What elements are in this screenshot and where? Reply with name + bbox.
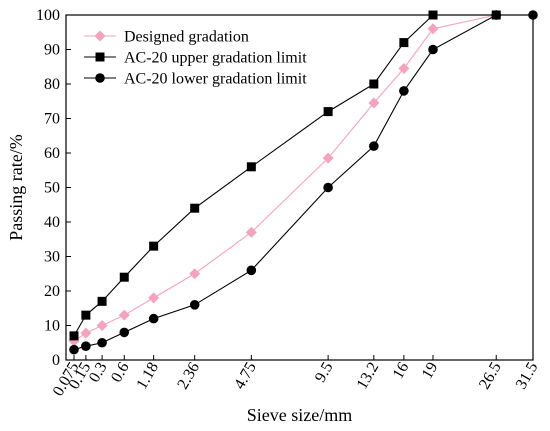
data-point: [245, 226, 257, 238]
legend-item: AC-20 lower gradation limit: [84, 71, 307, 88]
data-point: [96, 320, 108, 331]
y-tick-label: 10: [44, 318, 60, 335]
data-point: [81, 310, 91, 320]
y-tick-label: 70: [44, 111, 60, 128]
x-tick-label: 4.75: [231, 360, 260, 393]
data-point: [428, 44, 438, 55]
x-tick-label: 2.36: [174, 360, 203, 393]
x-tick-label: 13.2: [354, 360, 383, 393]
data-point: [322, 152, 334, 164]
x-tick-label: 1.18: [133, 360, 162, 393]
legend-item: Designed gradation: [84, 29, 249, 46]
legend-marker: [95, 52, 105, 62]
data-point: [368, 97, 380, 109]
data-point: [119, 327, 130, 338]
y-tick-label: 20: [44, 283, 60, 300]
x-tick-label: 16: [390, 360, 413, 382]
legend-label: AC-20 upper gradation limit: [124, 50, 307, 67]
data-point: [398, 62, 410, 74]
data-point: [246, 162, 256, 172]
x-tick-label: 26.5: [476, 360, 505, 393]
data-point: [399, 38, 409, 48]
y-tick-label: 80: [44, 76, 60, 93]
data-point: [427, 23, 439, 35]
y-tick-label: 100: [36, 7, 60, 24]
data-point: [369, 79, 379, 89]
data-point: [246, 265, 257, 276]
y-tick-label: 50: [44, 180, 60, 197]
y-tick-label: 90: [44, 42, 60, 59]
x-tick-label: 31.5: [513, 360, 542, 393]
x-tick-label: 0.6: [108, 360, 133, 386]
series-square: [69, 10, 501, 341]
x-tick-label: 9.5: [312, 360, 337, 386]
data-point: [69, 331, 79, 341]
y-tick-label: 30: [44, 249, 60, 266]
series-circle: [69, 10, 538, 355]
legend-item: AC-20 upper gradation limit: [84, 50, 307, 67]
data-point: [97, 296, 107, 306]
data-point: [118, 309, 130, 321]
data-point: [189, 300, 200, 310]
data-point: [323, 107, 333, 117]
legend-label: AC-20 lower gradation limit: [124, 71, 307, 88]
data-point: [80, 327, 92, 339]
data-point: [97, 337, 107, 348]
data-point: [190, 203, 200, 213]
data-point: [148, 313, 159, 324]
data-point: [119, 272, 129, 282]
series-layer: [68, 9, 538, 355]
x-tick-label: 0.3: [86, 360, 111, 386]
data-point: [399, 86, 409, 96]
y-axis-title: Passing rate/%: [6, 134, 26, 240]
y-tick-label: 60: [44, 145, 60, 162]
y-tick-label: 0: [52, 352, 60, 369]
series-diamond: [68, 9, 502, 347]
legend: Designed gradation AC-20 upper gradation …: [84, 29, 307, 88]
data-point: [148, 292, 160, 304]
data-point: [369, 141, 379, 151]
legend-label: Designed gradation: [124, 29, 249, 46]
y-tick-label: 40: [44, 214, 60, 231]
legend-marker: [95, 73, 105, 83]
data-point: [81, 341, 91, 352]
data-point: [323, 182, 333, 193]
x-axis-title: Sieve size/mm: [247, 405, 352, 425]
data-point: [149, 241, 159, 251]
x-tick-label: 19: [419, 360, 442, 382]
legend-marker: [94, 30, 106, 42]
y-axis-ticks: 0 10 20 30 40 50 60 70 80 90 100: [36, 7, 71, 369]
data-point: [69, 344, 79, 355]
data-point: [189, 268, 201, 280]
